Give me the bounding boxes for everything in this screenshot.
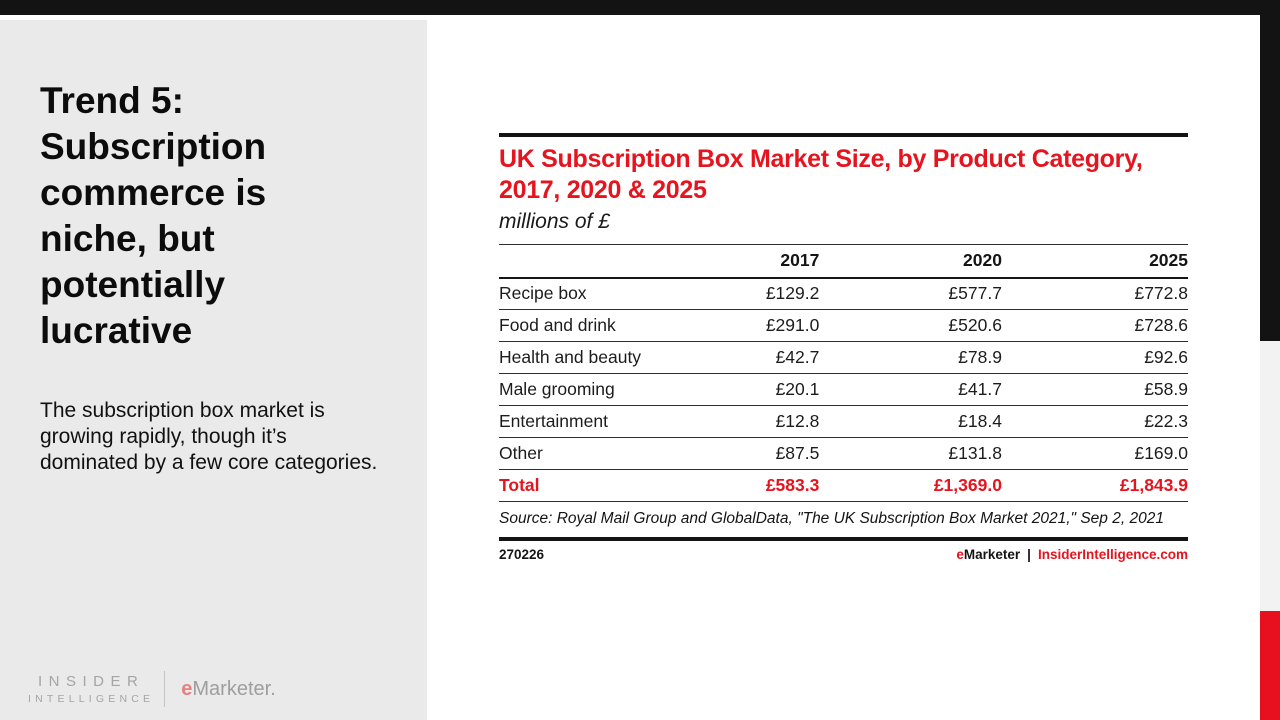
- category-column-header: [499, 244, 713, 279]
- table-total-row: Total £583.3 £1,369.0 £1,843.9: [499, 469, 1188, 502]
- value-cell: £20.1: [712, 373, 820, 406]
- total-value-cell: £1,843.9: [1001, 469, 1188, 502]
- chart-id: 270226: [499, 547, 545, 562]
- value-cell: £42.7: [712, 341, 820, 374]
- value-cell: £577.7: [819, 277, 1002, 310]
- emarketer-logo-e: e: [181, 677, 193, 700]
- value-cell: £78.9: [819, 341, 1002, 374]
- category-cell: Other: [499, 437, 713, 470]
- insider-logo-line2: INTELLIGENCE: [28, 693, 155, 705]
- insider-intelligence-logo: INSIDER INTELLIGENCE: [28, 673, 154, 705]
- top-accent-bar: [0, 0, 1280, 15]
- table-row: Entertainment £12.8 £18.4 £22.3: [499, 405, 1188, 438]
- value-cell: £169.0: [1001, 437, 1188, 470]
- market-size-table: 2017 2020 2025 Recipe box £129.2 £577.7 …: [499, 244, 1188, 502]
- right-accent-bar-black: [1260, 0, 1280, 341]
- total-value-cell: £583.3: [712, 469, 820, 502]
- chart-attribution: eMarketer | InsiderIntelligence.com: [956, 547, 1188, 562]
- attribution-site: InsiderIntelligence.com: [1037, 547, 1188, 562]
- total-value-cell: £1,369.0: [819, 469, 1002, 502]
- category-cell: Male grooming: [499, 373, 713, 406]
- chart-unit-label: millions of £: [499, 210, 610, 233]
- value-cell: £18.4: [819, 405, 1002, 438]
- total-label-cell: Total: [499, 469, 713, 502]
- attribution-separator: |: [1027, 547, 1031, 562]
- logo-divider: [164, 671, 166, 707]
- value-cell: £58.9: [1001, 373, 1188, 406]
- chart-card: UK Subscription Box Market Size, by Prod…: [499, 133, 1188, 562]
- emarketer-logo-rest: Marketer.: [192, 677, 276, 700]
- table-row: Food and drink £291.0 £520.6 £728.6: [499, 309, 1188, 342]
- value-cell: £22.3: [1001, 405, 1188, 438]
- right-accent-bar-red: [1260, 611, 1280, 720]
- value-cell: £728.6: [1001, 309, 1188, 342]
- year-column-header-2025: 2025: [1001, 244, 1188, 279]
- table-row: Male grooming £20.1 £41.7 £58.9: [499, 373, 1188, 406]
- chart-source: Source: Royal Mail Group and GlobalData,…: [499, 510, 1164, 527]
- title-panel: Trend 5: Subscription commerce is niche,…: [0, 20, 427, 720]
- category-cell: Recipe box: [499, 277, 713, 310]
- category-cell: Entertainment: [499, 405, 713, 438]
- value-cell: £772.8: [1001, 277, 1188, 310]
- value-cell: £41.7: [819, 373, 1002, 406]
- category-cell: Food and drink: [499, 309, 713, 342]
- attribution-emarketer-e: e: [956, 547, 964, 562]
- brand-footer: INSIDER INTELLIGENCE eMarketer.: [28, 671, 276, 707]
- value-cell: £291.0: [712, 309, 820, 342]
- attribution-emarketer-rest: Marketer: [963, 547, 1021, 562]
- value-cell: £520.6: [819, 309, 1002, 342]
- table-row: Recipe box £129.2 £577.7 £772.8: [499, 277, 1188, 310]
- insider-logo-line1: INSIDER: [37, 673, 145, 690]
- chart-title: UK Subscription Box Market Size, by Prod…: [499, 145, 1143, 204]
- year-column-header-2017: 2017: [712, 244, 820, 279]
- slide-subtitle: The subscription box market is growing r…: [40, 399, 378, 474]
- value-cell: £87.5: [712, 437, 820, 470]
- chart-bottom-rule: [499, 537, 1188, 541]
- value-cell: £92.6: [1001, 341, 1188, 374]
- table-row: Other £87.5 £131.8 £169.0: [499, 437, 1188, 470]
- category-cell: Health and beauty: [499, 341, 713, 374]
- table-row: Health and beauty £42.7 £78.9 £92.6: [499, 341, 1188, 374]
- value-cell: £12.8: [712, 405, 820, 438]
- table-header-row: 2017 2020 2025: [499, 244, 1188, 279]
- year-column-header-2020: 2020: [819, 244, 1002, 279]
- value-cell: £131.8: [819, 437, 1002, 470]
- value-cell: £129.2: [712, 277, 820, 310]
- attribution-emarketer: eMarketer: [956, 547, 1020, 562]
- chart-top-rule: [499, 133, 1188, 137]
- right-accent-bar-gray: [1260, 341, 1280, 611]
- slide-title: Trend 5: Subscription commerce is niche,…: [40, 80, 267, 351]
- emarketer-logo: eMarketer.: [181, 678, 275, 701]
